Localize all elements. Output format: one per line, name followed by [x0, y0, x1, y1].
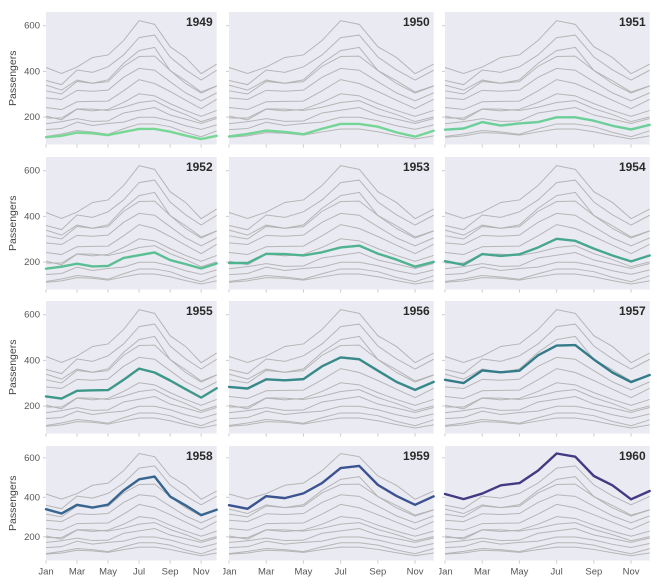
panel-svg: 1954: [439, 151, 656, 296]
xtick-label: Jan: [223, 566, 237, 577]
panel-1950: 1950: [223, 6, 440, 151]
xtick-label: Sep: [162, 566, 179, 577]
panel-svg: 200 400 600 Jan Mar May Jul Sep Nov 1958 Passenger…: [6, 440, 223, 585]
xtick-label: Mar: [474, 566, 490, 577]
y-axis-label: Passengers: [7, 51, 19, 106]
panel-1957: 1957: [439, 295, 656, 440]
xtick-label: Jul: [133, 566, 145, 577]
year-label: 1951: [619, 15, 646, 29]
ytick-label: 600: [24, 452, 40, 463]
xtick-label: Mar: [258, 566, 274, 577]
panel-svg: 1956: [223, 295, 440, 440]
year-label: 1953: [403, 160, 430, 174]
ytick-label: 400: [24, 355, 40, 366]
panel-svg: 1951: [439, 6, 656, 151]
xtick-label: Sep: [369, 566, 386, 577]
panel-1954: 1954: [439, 151, 656, 296]
panel-svg: Jan Mar May Jul Sep Nov 1959: [223, 440, 440, 585]
ytick-label: 600: [24, 310, 40, 321]
year-label: 1954: [619, 160, 646, 174]
xtick-label: Sep: [586, 566, 603, 577]
panel-svg: 1953: [223, 151, 440, 296]
ytick-label: 400: [24, 66, 40, 77]
ytick-label: 200: [24, 531, 40, 542]
xtick-label: Nov: [623, 566, 640, 577]
ytick-label: 400: [24, 211, 40, 222]
panel-svg: 200 400 600 1952 Passengers: [6, 151, 223, 296]
year-label: 1952: [186, 160, 213, 174]
xtick-label: May: [294, 566, 312, 577]
panel-svg: 200 400 600 1955 Passengers: [6, 295, 223, 440]
xtick-label: Jan: [439, 566, 453, 577]
ytick-label: 600: [24, 165, 40, 176]
panel-1951: 1951: [439, 6, 656, 151]
y-axis-label: Passengers: [7, 475, 19, 530]
panel-1960: Jan Mar May Jul Sep Nov 1960: [439, 440, 656, 585]
xtick-label: Nov: [406, 566, 423, 577]
xtick-label: May: [99, 566, 117, 577]
ytick-label: 200: [24, 401, 40, 412]
ytick-label: 200: [24, 257, 40, 268]
panel-1952: 200 400 600 1952 Passengers: [6, 151, 223, 296]
panel-1949: 200 400 600 1949 Passengers: [6, 6, 223, 151]
year-label: 1959: [403, 449, 430, 463]
xtick-label: May: [511, 566, 529, 577]
panel-svg: 200 400 600 1949 Passengers: [6, 6, 223, 151]
year-label: 1957: [619, 304, 646, 318]
xtick-label: Jul: [551, 566, 563, 577]
panel-svg: 1950: [223, 6, 440, 151]
y-axis-label: Passengers: [7, 195, 19, 250]
panel-1958: 200 400 600 Jan Mar May Jul Sep Nov 1958 Passenger…: [6, 440, 223, 585]
facet-grid: 200 400 600 1949 Passengers 1950 1951 200 400 600…: [0, 0, 662, 586]
year-label: 1958: [186, 449, 213, 463]
y-axis-label: Passengers: [7, 340, 19, 395]
ytick-label: 600: [24, 21, 40, 32]
xtick-label: Nov: [193, 566, 210, 577]
xtick-label: Jul: [334, 566, 346, 577]
xtick-label: Mar: [69, 566, 85, 577]
panel-1959: Jan Mar May Jul Sep Nov 1959: [223, 440, 440, 585]
panel-1956: 1956: [223, 295, 440, 440]
ytick-label: 200: [24, 112, 40, 123]
year-label: 1956: [403, 304, 430, 318]
panel-svg: Jan Mar May Jul Sep Nov 1960: [439, 440, 656, 585]
year-label: 1950: [403, 15, 430, 29]
year-label: 1949: [186, 15, 213, 29]
panel-1953: 1953: [223, 151, 440, 296]
ytick-label: 400: [24, 492, 40, 503]
year-label: 1955: [186, 304, 213, 318]
xtick-label: Jan: [38, 566, 53, 577]
year-label: 1960: [619, 449, 646, 463]
panel-svg: 1957: [439, 295, 656, 440]
panel-1955: 200 400 600 1955 Passengers: [6, 295, 223, 440]
